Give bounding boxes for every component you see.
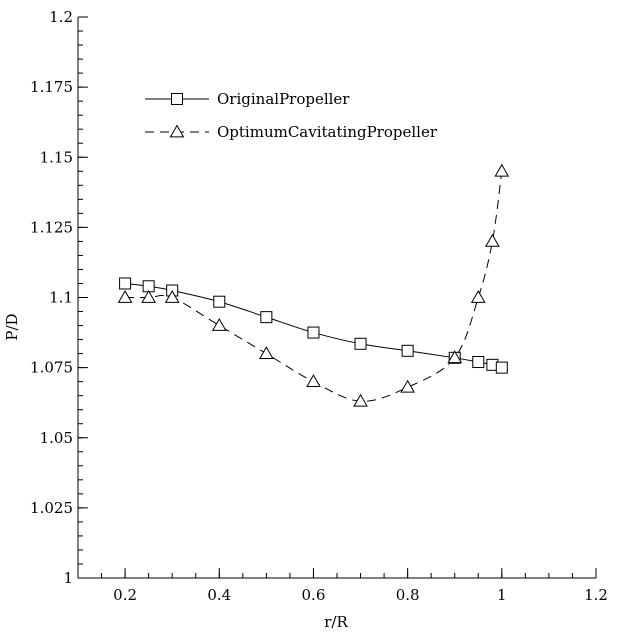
legend-item-optimum: OptimumCavitatingPropeller: [145, 123, 438, 141]
y-tick-label: 1.15: [40, 148, 73, 166]
y-tick-label: 1.1: [49, 289, 73, 307]
data-point-optimum: [211, 318, 227, 331]
data-point-optimum: [494, 163, 510, 177]
y-tick-label: 1.075: [30, 359, 73, 377]
series-layer: [117, 163, 510, 407]
data-point-original: [495, 361, 508, 374]
x-tick-label: 0.2: [113, 586, 137, 604]
x-tick-label: 0.8: [396, 586, 420, 604]
legend-item-original: OriginalPropeller: [145, 90, 350, 108]
series-line-optimum: [125, 171, 503, 402]
legend-label-original: OriginalPropeller: [217, 90, 350, 108]
data-point-original: [354, 337, 367, 350]
x-tick-label: 1: [497, 586, 507, 604]
data-point-original: [401, 344, 414, 357]
data-point-original: [260, 311, 273, 324]
data-point-optimum: [164, 289, 180, 303]
data-point-optimum: [400, 379, 415, 393]
x-tick-label: 1.2: [584, 586, 608, 604]
data-point-original: [472, 356, 485, 369]
y-tick-label: 1: [63, 569, 73, 587]
data-point-optimum: [470, 289, 486, 303]
data-point-optimum: [259, 346, 274, 359]
axes: 0.2 0.4 0.6 0.8 1 1.2 1 1.025 1.05 1.075 1.1 1.125 1…: [30, 8, 608, 604]
series-optimum: [117, 163, 510, 407]
x-tick-label: 0.4: [207, 586, 231, 604]
data-point-original: [307, 326, 320, 339]
y-tick-label: 1.125: [30, 218, 73, 236]
data-point-original: [119, 277, 132, 290]
series-line-original: [125, 282, 502, 369]
y-tick-label: 1.175: [30, 78, 73, 96]
y-tick-label: 1.05: [40, 429, 73, 447]
data-point-optimum: [141, 289, 156, 303]
data-point-optimum: [306, 374, 321, 388]
legend-marker-optimum: [169, 124, 185, 138]
x-axis-title: r/R: [324, 613, 348, 631]
data-point-optimum: [485, 233, 500, 247]
y-tick-label: 1.2: [49, 8, 73, 26]
legend-label-optimum: OptimumCavitatingPropeller: [217, 123, 438, 141]
y-tick-label: 1.025: [30, 499, 73, 517]
data-point-original: [213, 295, 226, 308]
x-tick-label: 0.6: [302, 586, 326, 604]
data-point-optimum: [117, 289, 133, 303]
legend: OriginalPropeller OptimumCavitatingPropel…: [145, 90, 438, 141]
series-original: [119, 277, 508, 374]
legend-marker-original: [171, 93, 183, 105]
data-point-optimum: [447, 350, 463, 364]
data-point-optimum: [353, 393, 368, 407]
y-axis-title: P/D: [3, 313, 21, 340]
